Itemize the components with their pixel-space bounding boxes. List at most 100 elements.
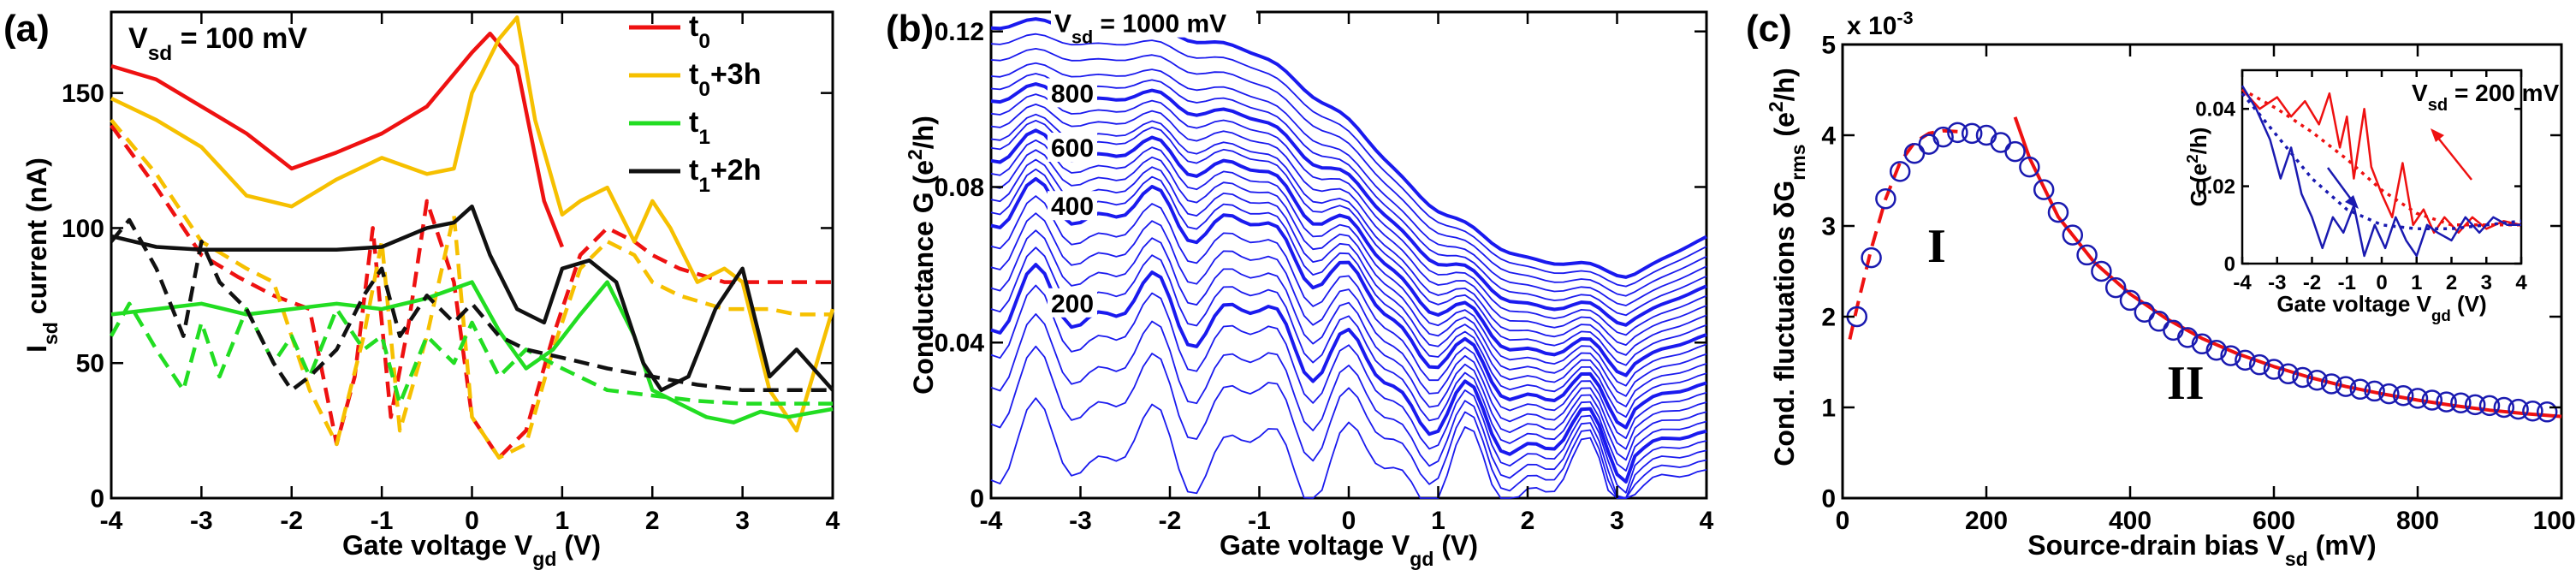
panel-b-x-tick-label: 4: [1700, 507, 1714, 535]
data-point: [2277, 363, 2300, 385]
conductance-curve-560mV: [990, 139, 1707, 387]
data-point: [2263, 359, 2285, 380]
panel-c-y-tick-label: 3: [1821, 213, 1836, 241]
curve-label: 800: [1051, 80, 1094, 108]
data-point: [2076, 244, 2098, 266]
panel-c-y-tick-label: 4: [1821, 122, 1836, 151]
inset-red-arrow: [2437, 136, 2472, 181]
conductance-curve-880mV: [990, 62, 1707, 306]
panel-a-axes: -4 -3 -2 -1 0 1 2 3 4 0 50 100 150: [62, 12, 840, 535]
panel-c-y-axis-label: Cond. fluctuations δGrms (e2/h): [1765, 68, 1809, 466]
conductance-curve-1000mV: [990, 17, 1707, 279]
panel-a-y-tick-label: 100: [62, 215, 104, 243]
panel-c: 02004006008001000012345 (c) x 10-3 I II …: [1746, 7, 2576, 571]
panel-c-y-tick-label: 1: [1821, 395, 1836, 423]
fit-line-region-I: [1848, 128, 1958, 340]
series-line-t1-solid: [110, 280, 834, 425]
inset-series-red-solid: [2241, 88, 2522, 235]
panel-c-frame: [1841, 43, 2563, 500]
conductance-curve-520mV: [990, 149, 1707, 397]
panel-c-x-axis-label: Source-drain bias Vsd (mV): [2027, 530, 2376, 570]
series-line-t1plus2h-solid: [110, 204, 834, 393]
panel-b-x-tick-label: -1: [1248, 507, 1271, 535]
panel-b-x-tick-label: 3: [1610, 507, 1624, 535]
panel-a-x-axis-label: Gate voltage Vgd (V): [342, 530, 601, 570]
conductance-curve-160mV: [990, 284, 1707, 494]
data-point: [1990, 132, 2012, 153]
panel-c-x-tick-label: 1000: [2533, 507, 2576, 535]
panel-c-axes: 02004006008001000012345: [1821, 32, 2576, 536]
conductance-curve-200mV: [990, 263, 1707, 484]
panel-b-y-tick-label: 0.04: [935, 330, 985, 358]
panel-a-x-tick-label: -3: [190, 507, 213, 535]
data-point: [2091, 260, 2112, 282]
inset-x-tick-label: 3: [2481, 271, 2492, 294]
panel-a-x-tick-label: 2: [645, 507, 660, 535]
panel-a-x-tick-label: 1: [555, 507, 570, 535]
legend-label: t1: [689, 106, 710, 149]
curve-label: Vsd = 1000 mV: [1054, 10, 1226, 48]
data-point: [2047, 201, 2069, 223]
data-point: [1875, 187, 1896, 210]
conductance-curve-840mV: [990, 73, 1707, 317]
data-point: [2062, 224, 2084, 246]
panel-c-x-tick-label: 600: [2253, 507, 2295, 535]
inset-data-lines: [2241, 85, 2522, 258]
conductance-curve-40mV: [990, 397, 1707, 499]
panel-a-x-tick-label: -1: [371, 507, 394, 535]
conductance-curve-240mV: [990, 246, 1707, 472]
panel-a-x-tick-label: -4: [100, 507, 123, 535]
conductance-curve-440mV: [990, 168, 1707, 419]
inset-y-tick-label: 0.04: [2195, 98, 2235, 122]
panel-a-x-tick-label: 4: [826, 507, 840, 535]
panel-c-x-tick-label: 800: [2396, 507, 2439, 535]
panel-c-y-tick-label: 2: [1821, 304, 1836, 332]
data-point: [2450, 392, 2472, 413]
curve-label-bg: [1048, 288, 1097, 318]
data-point: [2320, 373, 2342, 395]
curve-label-bg: [1048, 133, 1097, 163]
curve-label: 600: [1051, 134, 1094, 163]
data-point: [2349, 378, 2371, 401]
inset-background: [2174, 63, 2550, 312]
data-point: [2248, 353, 2270, 376]
conductance-curve-760mV: [990, 93, 1707, 336]
panel-c-x-tick-label: 400: [2109, 507, 2152, 535]
conductance-curve-800mV: [990, 82, 1707, 327]
conductance-curve-640mV: [990, 119, 1707, 366]
conductance-curve-280mV: [990, 229, 1707, 461]
inset-axes: -4 -3 -2 -1 0 1 2 3 4 0 0.02 0.04: [2195, 70, 2527, 294]
data-point: [2464, 394, 2486, 416]
inset-x-axis-label: Gate voltage Vgd (V): [2276, 291, 2486, 324]
conductance-curve-720mV: [990, 104, 1707, 346]
panel-a-x-tick-label: -2: [280, 507, 303, 535]
inset-navy-arrow-head: [2345, 195, 2359, 209]
inset-navy-arrow: [2326, 167, 2353, 201]
data-point: [2306, 369, 2328, 391]
conductance-curve-360mV: [990, 195, 1707, 439]
data-point: [2335, 376, 2357, 397]
panel-a-x-tick-label: 3: [735, 507, 750, 535]
panel-b-y-tick-label: 0.08: [935, 174, 984, 202]
panel-b-x-tick-label: 0: [1342, 507, 1356, 535]
conductance-curve-120mV: [990, 313, 1707, 499]
data-point: [1861, 246, 1882, 269]
data-point: [2364, 380, 2385, 402]
data-point: [2033, 179, 2055, 200]
inset-y-axis-label: G (e2/h): [2183, 128, 2212, 207]
panel-b-x-tick-label: 2: [1521, 507, 1535, 535]
conductance-curve-600mV: [990, 128, 1707, 377]
panel-c-label: (c): [1746, 8, 1792, 50]
data-point: [1947, 122, 1968, 144]
inset-series-red-dotted: [2241, 88, 2521, 227]
panel-b-x-tick-label: 1: [1431, 507, 1445, 535]
inset-y-tick-label: 0.02: [2195, 175, 2235, 199]
legend-label: t0+3h: [689, 58, 761, 101]
data-point: [1961, 122, 1983, 145]
data-point: [1975, 124, 1997, 146]
panel-a-vsd-annotation: Vsd = 100 mV: [128, 22, 307, 65]
curve-label: 200: [1051, 290, 1094, 318]
data-point: [2119, 289, 2141, 312]
inset-x-tick-label: 0: [2376, 271, 2387, 294]
